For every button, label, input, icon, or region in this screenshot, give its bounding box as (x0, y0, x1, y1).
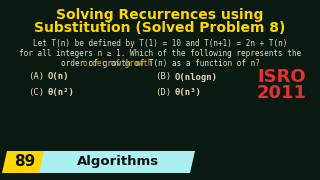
Polygon shape (39, 151, 195, 173)
Text: 2011: 2011 (257, 84, 307, 102)
Text: O(n): O(n) (48, 73, 69, 82)
Text: Solving Recurrences using: Solving Recurrences using (56, 8, 264, 22)
Text: (A): (A) (28, 73, 44, 82)
Text: Algorithms: Algorithms (77, 156, 159, 168)
Text: order of growth of T(n) as a function of n?: order of growth of T(n) as a function of… (60, 60, 260, 69)
Text: 89: 89 (14, 154, 36, 170)
Text: order of growth: order of growth (83, 60, 152, 69)
Text: for all integers n ≥ 1. Which of the following represents the: for all integers n ≥ 1. Which of the fol… (19, 50, 301, 59)
Text: Substitution (Solved Problem 8): Substitution (Solved Problem 8) (34, 21, 286, 35)
Text: Let T(n) be defined by T(1) = 10 and T(n+1) = 2n + T(n): Let T(n) be defined by T(1) = 10 and T(n… (33, 39, 287, 48)
Text: (D): (D) (155, 89, 171, 98)
Text: O(nlogn): O(nlogn) (175, 73, 218, 82)
Text: (C): (C) (28, 89, 44, 98)
Text: ISRO: ISRO (258, 68, 306, 86)
Polygon shape (2, 151, 47, 173)
Text: (B): (B) (155, 73, 171, 82)
Text: θ(n²): θ(n²) (48, 89, 75, 98)
Text: θ(n³): θ(n³) (175, 89, 202, 98)
